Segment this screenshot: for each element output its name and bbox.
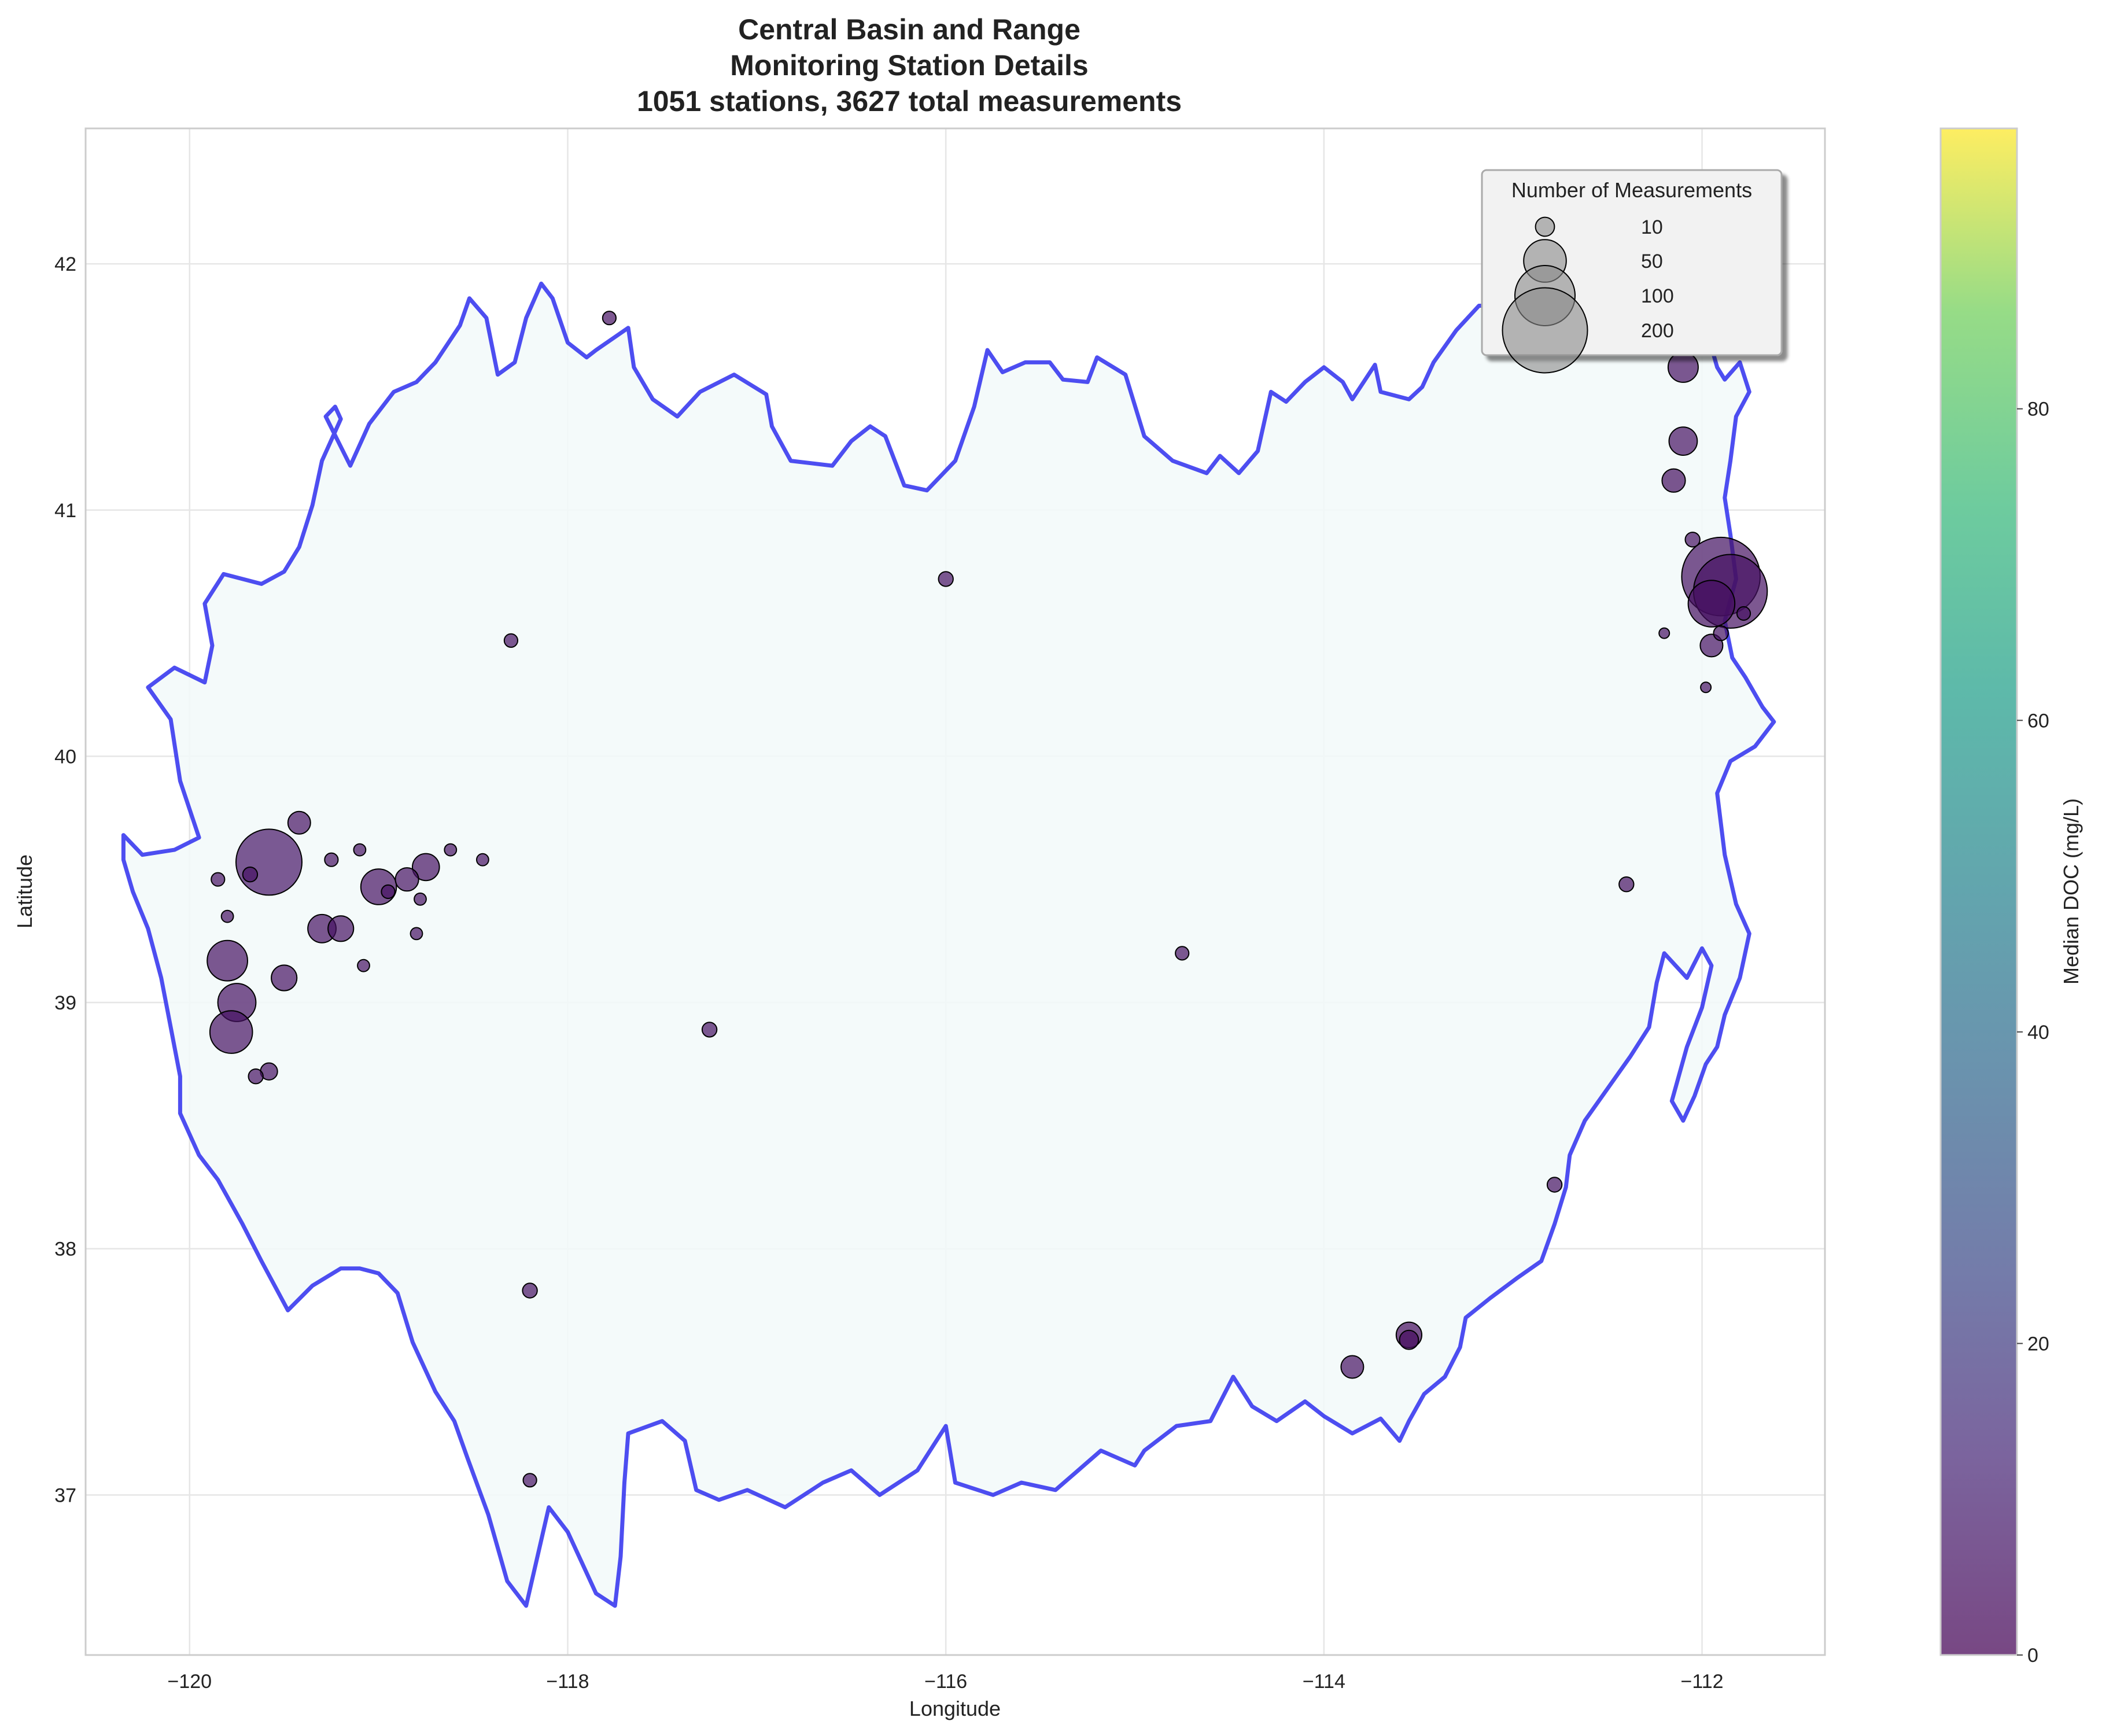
station-marker [211, 872, 226, 887]
x-axis-label: Longitude [909, 1697, 1001, 1720]
station-marker [1667, 351, 1699, 383]
size-legend-label: 100 [1641, 285, 1674, 307]
chart-title-line-1: Central Basin and Range [738, 13, 1080, 46]
station-marker [353, 843, 367, 857]
y-tick-label: 40 [54, 746, 76, 768]
station-marker [522, 1282, 538, 1299]
station-marker [287, 810, 311, 835]
plot-frame [84, 127, 1826, 1656]
colorbar-ticks: 0 20 40 60 80 [2017, 399, 2049, 1667]
station-marker [235, 828, 303, 896]
size-legend-marker [1535, 216, 1555, 237]
x-tick-label: −118 [546, 1671, 589, 1693]
station-marker [1713, 625, 1729, 642]
y-tick-label: 42 [54, 253, 76, 275]
station-marker [206, 939, 249, 982]
size-legend-label: 200 [1641, 320, 1674, 342]
colorbar-tick-label: 60 [2027, 710, 2049, 732]
station-marker [381, 884, 396, 900]
station-marker [248, 1068, 264, 1085]
station-marker [522, 1473, 537, 1488]
station-marker [1687, 580, 1736, 628]
y-tick-label: 41 [54, 500, 76, 522]
chart-title-line-2: Monitoring Station Details [730, 49, 1088, 82]
station-marker [394, 867, 419, 892]
station-marker [327, 915, 355, 942]
colorbar-tick-label: 40 [2027, 1022, 2049, 1044]
colorbar-gradient [1939, 127, 2018, 1656]
station-marker [242, 867, 259, 883]
station-markers [206, 311, 1768, 1488]
station-marker [271, 964, 298, 992]
station-marker [412, 853, 440, 882]
station-marker [476, 853, 489, 867]
station-marker [701, 1022, 718, 1038]
colorbar-tick-label: 0 [2027, 1645, 2038, 1667]
x-axis-ticks: −120 −118 −116 −114 −112 [167, 1671, 1723, 1693]
region-boundary [121, 281, 1776, 1608]
y-axis-label: Latitude [13, 854, 36, 928]
station-marker [1618, 876, 1635, 893]
station-marker [503, 633, 519, 648]
size-legend-marker [1502, 287, 1588, 374]
station-marker [1736, 606, 1751, 621]
x-tick-label: −116 [924, 1671, 967, 1693]
station-marker [414, 892, 427, 906]
station-marker [220, 909, 234, 923]
size-legend-title: Number of Measurements [1511, 178, 1752, 202]
station-marker [1399, 1329, 1419, 1350]
y-tick-label: 39 [54, 992, 76, 1014]
station-marker [209, 1010, 253, 1054]
y-tick-label: 38 [54, 1239, 76, 1260]
size-legend-label: 10 [1641, 216, 1663, 238]
colorbar: 0 20 40 60 80 Median DOC (mg/L) [1939, 127, 2083, 1667]
station-marker [1546, 1177, 1563, 1193]
x-tick-label: −112 [1681, 1671, 1724, 1693]
y-axis-ticks: 37 38 39 40 41 42 [54, 253, 76, 1506]
station-marker [1684, 532, 1701, 548]
y-tick-label: 37 [54, 1484, 76, 1506]
station-marker [1340, 1355, 1365, 1379]
size-legend-label: 50 [1641, 250, 1663, 272]
size-legend-entries: 10 50 100 200 [1502, 216, 1674, 374]
station-marker [444, 843, 458, 857]
colorbar-tick-label: 20 [2027, 1333, 2049, 1355]
station-marker [324, 852, 339, 867]
station-marker [938, 571, 954, 587]
station-marker [1661, 468, 1686, 493]
station-marker [1658, 627, 1670, 639]
station-marker [1175, 946, 1190, 961]
size-legend: Number of Measurements 10 50 100 200 [1481, 169, 1783, 374]
x-tick-label: −114 [1303, 1671, 1345, 1693]
colorbar-tick-label: 80 [2027, 399, 2049, 421]
station-marker [1700, 681, 1712, 694]
x-tick-label: −120 [167, 1671, 212, 1693]
colorbar-label: Median DOC (mg/L) [2059, 798, 2083, 985]
station-marker [357, 959, 370, 972]
station-marker [1668, 426, 1698, 456]
station-marker [410, 927, 423, 941]
station-marker [602, 311, 617, 326]
chart-title-line-3: 1051 stations, 3627 total measurements [637, 85, 1182, 117]
